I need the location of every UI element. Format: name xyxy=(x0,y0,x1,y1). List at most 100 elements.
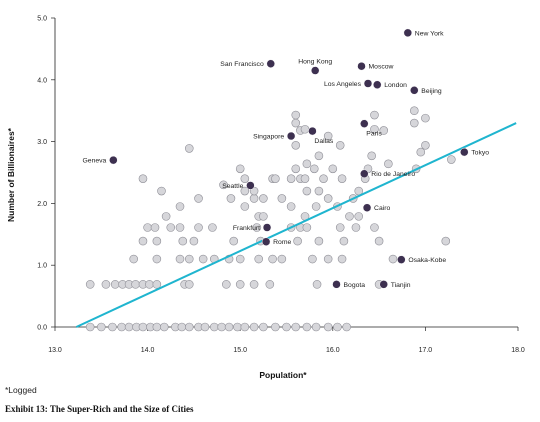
background-point xyxy=(282,322,291,332)
background-point xyxy=(200,322,210,332)
background-point xyxy=(370,124,379,134)
background-point xyxy=(189,236,199,246)
highlighted-point xyxy=(357,61,366,71)
point-label: Cairo xyxy=(374,205,390,212)
x-tick-label: 16.0 xyxy=(326,347,340,354)
background-point xyxy=(409,118,419,128)
background-point xyxy=(323,194,333,203)
background-point xyxy=(335,141,345,150)
background-point xyxy=(184,144,194,153)
point-label: New York xyxy=(415,30,444,37)
background-point xyxy=(198,254,208,264)
y-tick-label: 2.0 xyxy=(37,201,47,208)
background-point xyxy=(194,223,203,232)
background-point xyxy=(311,322,321,332)
background-point xyxy=(259,212,268,221)
background-point xyxy=(108,322,117,332)
highlighted-point xyxy=(372,80,382,89)
point-label: Hong Kong xyxy=(298,59,332,66)
background-point xyxy=(208,223,217,232)
point-label: Tokyo xyxy=(471,150,489,157)
point-label: London xyxy=(384,82,407,89)
background-point xyxy=(314,186,324,196)
trendline xyxy=(75,122,517,328)
background-point xyxy=(219,180,228,190)
background-point xyxy=(249,194,259,203)
background-point xyxy=(110,280,120,289)
background-point xyxy=(302,159,312,169)
background-point xyxy=(323,131,333,141)
background-point xyxy=(143,223,152,232)
background-point xyxy=(323,254,333,264)
background-point xyxy=(271,322,280,332)
highlighted-point xyxy=(410,86,419,95)
background-point xyxy=(117,322,126,332)
background-point xyxy=(314,151,324,161)
background-point xyxy=(249,322,259,332)
background-point xyxy=(152,322,162,332)
point-label: Moscow xyxy=(369,64,394,71)
highlighted-point xyxy=(109,155,118,165)
background-point xyxy=(175,202,185,211)
point-label: San Francisco xyxy=(220,61,264,68)
y-tick-label: 4.0 xyxy=(37,77,47,84)
highlighted-point xyxy=(310,66,320,75)
background-point xyxy=(354,212,364,221)
highlighted-point xyxy=(360,169,369,178)
background-point xyxy=(421,141,430,150)
background-point xyxy=(323,322,333,332)
y-tick-label: 0.0 xyxy=(37,325,47,332)
point-label: Paris xyxy=(366,131,382,138)
background-point xyxy=(351,223,361,232)
background-point xyxy=(97,322,106,332)
y-tick-label: 1.0 xyxy=(37,263,47,270)
background-point xyxy=(379,126,389,135)
background-point xyxy=(342,322,351,332)
y-tick-label: 3.0 xyxy=(37,139,47,146)
x-tick-label: 13.0 xyxy=(48,347,62,354)
background-point xyxy=(416,147,426,157)
background-point xyxy=(291,141,301,150)
background-point xyxy=(409,106,419,115)
background-point xyxy=(252,223,262,232)
point-label: Los Angeles xyxy=(324,81,362,88)
highlighted-point xyxy=(262,223,272,232)
background-point xyxy=(177,322,187,332)
background-point xyxy=(302,223,312,232)
background-point xyxy=(138,236,148,246)
highlighted-point xyxy=(261,237,271,246)
highlighted-point xyxy=(332,280,341,289)
highlighted-point xyxy=(286,131,296,141)
background-point xyxy=(319,174,328,183)
point-label: Tianjin xyxy=(391,282,411,289)
x-tick-label: 14.0 xyxy=(141,347,155,354)
background-point xyxy=(138,322,148,332)
highlighted-point xyxy=(397,255,406,264)
background-point xyxy=(235,280,245,289)
background-point xyxy=(175,254,185,264)
background-point xyxy=(233,322,242,332)
background-point xyxy=(166,223,176,232)
background-point xyxy=(235,254,245,264)
background-point xyxy=(271,174,280,183)
background-point xyxy=(152,280,162,289)
background-point xyxy=(300,124,310,134)
background-point xyxy=(291,110,301,120)
background-point xyxy=(293,236,302,246)
background-point xyxy=(374,236,384,246)
point-label: Singapore xyxy=(253,134,284,141)
highlighted-point xyxy=(360,119,369,128)
background-point xyxy=(152,254,162,264)
y-axis-title: Number of Billionaires* xyxy=(6,127,16,222)
background-point xyxy=(312,280,322,289)
point-label: Bogota xyxy=(344,282,366,289)
point-label: Rome xyxy=(273,239,291,246)
background-point xyxy=(217,322,226,332)
highlighted-point xyxy=(308,126,317,136)
x-axis-title: Population* xyxy=(259,370,307,380)
background-point xyxy=(259,322,268,332)
background-point xyxy=(138,174,148,183)
highlighted-point xyxy=(363,79,373,88)
background-point xyxy=(101,280,111,289)
x-tick-label: 15.0 xyxy=(233,347,247,354)
